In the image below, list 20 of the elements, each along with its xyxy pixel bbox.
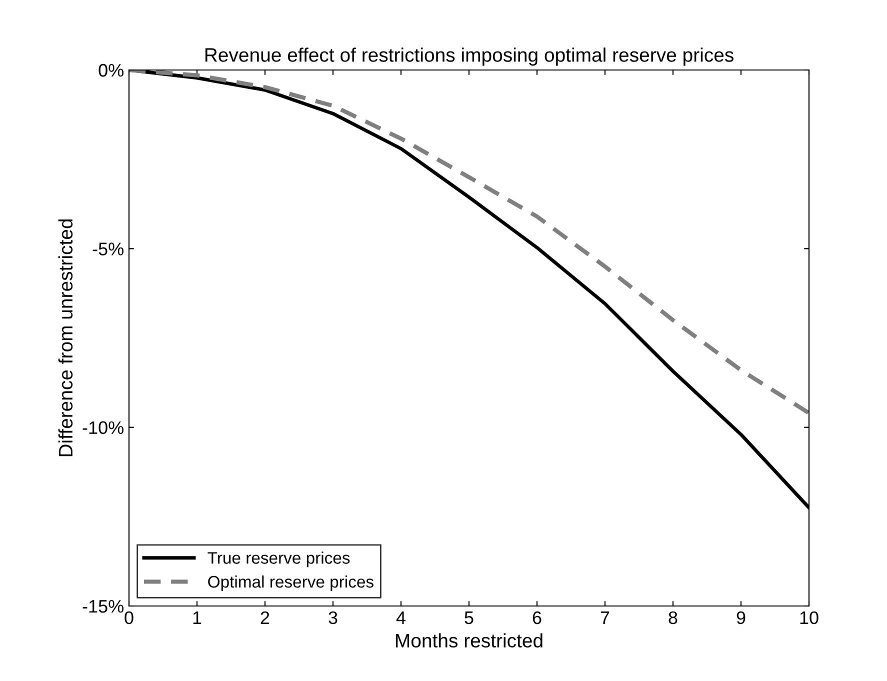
x-tick-label: 8 (668, 611, 678, 624)
x-tick-label: 2 (260, 611, 270, 624)
x-tick-label: 1 (193, 612, 202, 624)
legend-label: True reserve prices (208, 552, 350, 568)
y-tick-label: -5% (92, 242, 124, 256)
legend-label: Optimal reserve prices (208, 575, 374, 591)
x-tick-label: 10 (800, 611, 818, 624)
x-tick-label: 5 (464, 612, 474, 624)
x-tick-label: 3 (328, 611, 338, 624)
y-tick-label: 0% (98, 64, 124, 77)
x-tick-label: 4 (396, 612, 406, 624)
x-tick-label: 9 (736, 611, 746, 624)
x-tick-label: 7 (600, 612, 610, 624)
chart-title: Revenue effect of restrictions imposing optimal reserve prices (205, 48, 734, 66)
x-axis-title: Months restricted (396, 633, 542, 648)
x-tick-label: 0 (124, 611, 134, 624)
y-axis-title: Difference from unrestricted (58, 219, 73, 456)
y-tick-label: -15% (82, 600, 124, 613)
x-tick-label: 6 (532, 611, 542, 624)
y-tick-label: -10% (82, 421, 124, 434)
